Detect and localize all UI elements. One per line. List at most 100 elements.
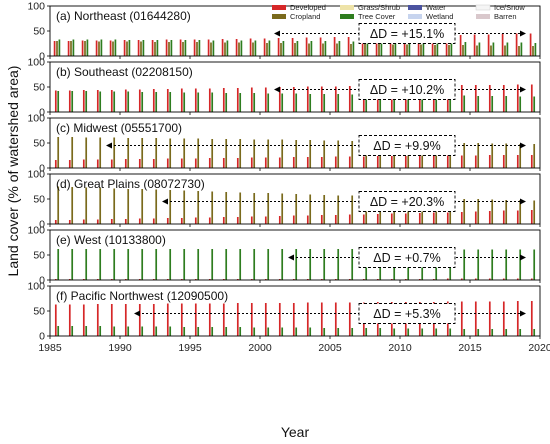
bar-tree-cover-2003 (309, 249, 312, 280)
bar-cropland-1985 (57, 186, 60, 224)
bar-developed-1990 (124, 304, 127, 336)
bar-tree-cover-2019 (533, 96, 536, 112)
bar-tree-cover-2011 (421, 95, 424, 112)
bar-developed-2013 (445, 35, 448, 56)
bar-developed-1994 (180, 158, 183, 168)
bar-developed-2015 (474, 278, 477, 280)
bar-tree-cover-1994 (183, 92, 186, 112)
bar-developed-1987 (82, 219, 85, 224)
bar-developed-1995 (193, 39, 196, 56)
bar-tree-cover-2015 (477, 249, 480, 280)
bar-developed-1994 (180, 218, 183, 224)
bar-cropland-2004 (323, 140, 326, 168)
bar-developed-2016 (488, 155, 491, 168)
bar-developed-1993 (165, 39, 168, 56)
legend-item-developed: Developed (272, 3, 326, 12)
delta-arrow-head-left (162, 198, 168, 205)
bar-developed-2003 (306, 279, 309, 280)
bar-developed-1999 (249, 38, 252, 56)
bar-cropland-2016 (490, 45, 492, 56)
bar-developed-1987 (82, 304, 85, 336)
bar-tree-cover-2007 (366, 41, 369, 56)
bar-cropland-2016 (491, 143, 494, 168)
bar-cropland-2001 (280, 43, 282, 56)
bar-tree-cover-2014 (463, 95, 466, 112)
bar-tree-cover-1997 (226, 40, 229, 56)
bar-developed-1998 (235, 39, 238, 56)
bar-tree-cover-1990 (127, 249, 130, 280)
bar-cropland-2011 (420, 44, 422, 56)
bar-developed-2018 (515, 33, 518, 56)
panel-6: 0 50 100 (f) Pacific Northwest (12090500) ΔD… (27, 281, 541, 343)
bar-developed-1986 (68, 90, 71, 112)
bar-tree-cover-2002 (295, 327, 298, 336)
bar-developed-1997 (222, 217, 225, 224)
bar-developed-1993 (166, 303, 169, 336)
bar-tree-cover-2016 (491, 329, 494, 336)
bar-developed-2016 (487, 34, 490, 56)
bar-developed-1991 (138, 279, 141, 280)
bar-developed-2002 (292, 157, 295, 168)
legend-swatch (272, 5, 286, 10)
bar-tree-cover-1995 (197, 327, 200, 336)
bar-cropland-2002 (295, 194, 298, 224)
bar-tree-cover-1987 (85, 249, 88, 280)
bar-developed-1985 (54, 160, 57, 168)
bar-cropland-2019 (533, 144, 536, 168)
bar-developed-1996 (208, 303, 211, 336)
bar-developed-2002 (292, 279, 295, 280)
bar-developed-1997 (221, 39, 224, 56)
bar-developed-2012 (432, 279, 435, 280)
bar-developed-1991 (138, 304, 141, 336)
bar-cropland-2003 (309, 194, 312, 224)
bar-developed-2001 (278, 279, 281, 280)
bar-cropland-2013 (448, 45, 450, 56)
bar-developed-1993 (166, 89, 169, 112)
bar-tree-cover-2009 (393, 95, 396, 112)
bar-cropland-1994 (183, 138, 186, 168)
bar-developed-2017 (502, 210, 505, 224)
bar-tree-cover-2011 (421, 328, 424, 336)
y-tick-label: 100 (27, 169, 45, 181)
legend-label: Water (426, 3, 446, 12)
bar-tree-cover-1990 (127, 91, 130, 112)
bar-cropland-2005 (337, 140, 340, 168)
bar-cropland-1985 (56, 41, 58, 56)
y-tick-label: 50 (33, 194, 45, 206)
bar-developed-1987 (82, 90, 85, 112)
bar-developed-1985 (54, 90, 57, 112)
bar-developed-2012 (432, 155, 435, 168)
bar-tree-cover-2014 (464, 42, 467, 56)
bar-developed-2011 (418, 279, 421, 280)
bar-tree-cover-1991 (142, 40, 145, 56)
panel-3: 0 50 100 (c) Midwest (05551700) ΔD = +9.9% (27, 113, 541, 175)
bar-cropland-1987 (85, 187, 88, 224)
bar-tree-cover-2012 (435, 328, 438, 336)
bar-developed-2014 (460, 85, 463, 112)
bar-tree-cover-2018 (519, 329, 522, 336)
bar-developed-2002 (291, 38, 294, 56)
delta-label: ΔD = +15.1% (370, 27, 444, 41)
bar-tree-cover-1994 (183, 249, 186, 280)
bar-developed-1999 (250, 87, 253, 112)
bar-tree-cover-1992 (156, 40, 159, 56)
bar-tree-cover-2019 (533, 249, 536, 280)
bar-developed-2003 (306, 86, 309, 112)
bar-developed-2009 (389, 36, 392, 56)
bar-developed-1989 (109, 40, 112, 56)
y-tick-label: 100 (27, 1, 45, 13)
y-tick-label: 100 (27, 113, 45, 125)
bar-developed-2006 (348, 86, 351, 112)
y-tick-label: 50 (33, 26, 45, 38)
bar-developed-1990 (123, 40, 126, 56)
bar-cropland-1988 (99, 137, 102, 168)
bar-cropland-2018 (519, 144, 522, 168)
bar-cropland-1992 (154, 42, 156, 56)
bar-developed-2007 (362, 279, 365, 280)
bar-developed-1986 (68, 279, 71, 280)
bar-developed-1995 (194, 158, 197, 168)
bar-developed-1992 (152, 89, 155, 112)
bar-developed-2008 (375, 36, 378, 56)
bar-tree-cover-1996 (211, 327, 214, 336)
legend-swatch (340, 14, 354, 19)
